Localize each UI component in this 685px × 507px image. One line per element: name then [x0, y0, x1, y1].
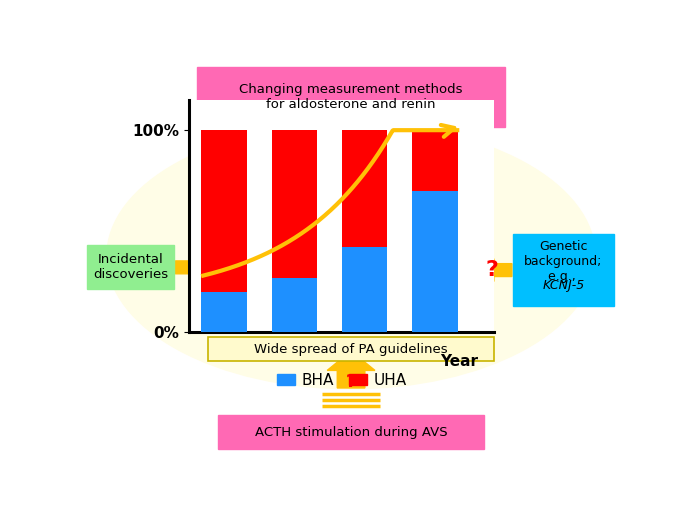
FancyBboxPatch shape	[208, 337, 495, 361]
FancyArrow shape	[474, 259, 512, 281]
FancyArrow shape	[327, 128, 375, 167]
Text: Changing measurement methods
for aldosterone and renin: Changing measurement methods for aldoste…	[239, 83, 463, 111]
Text: ?: ?	[485, 260, 498, 280]
Text: Genetic
background;
e.g.,: Genetic background; e.g.,	[524, 240, 603, 283]
Text: ACTH stimulation during AVS: ACTH stimulation during AVS	[255, 425, 447, 439]
FancyBboxPatch shape	[513, 234, 614, 306]
FancyBboxPatch shape	[219, 415, 484, 449]
FancyBboxPatch shape	[197, 67, 505, 127]
Text: Wide spread of PA guidelines: Wide spread of PA guidelines	[254, 343, 448, 356]
Text: Incidental
discoveries: Incidental discoveries	[93, 254, 169, 281]
FancyArrow shape	[327, 351, 375, 388]
FancyArrow shape	[175, 256, 214, 279]
Text: KCNJ-5: KCNJ-5	[543, 279, 584, 292]
Text: ?: ?	[346, 373, 356, 391]
FancyBboxPatch shape	[87, 245, 174, 289]
Ellipse shape	[107, 123, 595, 389]
